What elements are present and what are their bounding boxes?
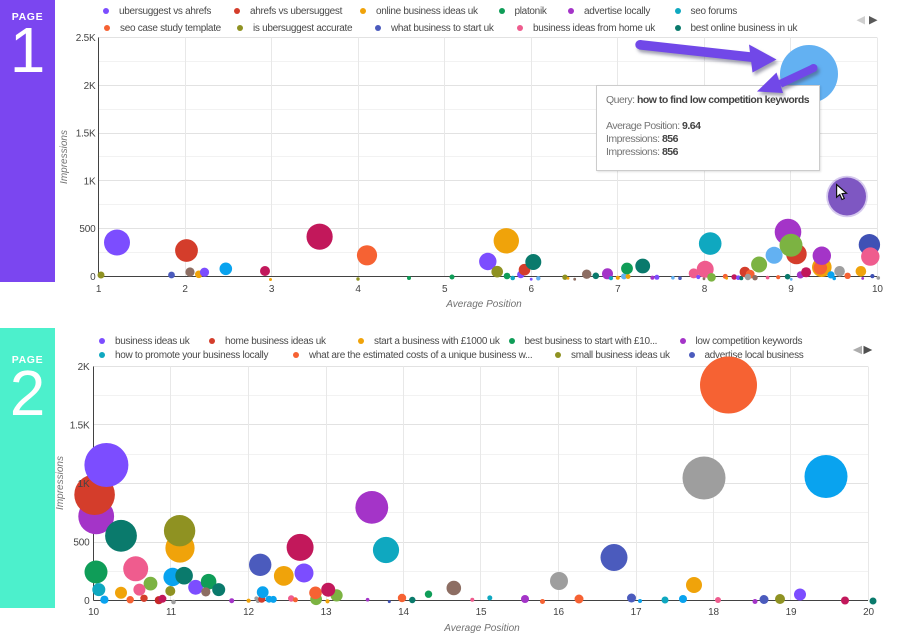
svg-text:20: 20 xyxy=(863,607,874,618)
svg-text:2.5K: 2.5K xyxy=(76,33,96,44)
svg-text:18: 18 xyxy=(708,607,719,618)
svg-text:14: 14 xyxy=(398,607,409,618)
svg-text:0: 0 xyxy=(84,596,90,607)
svg-text:11: 11 xyxy=(166,607,177,618)
svg-text:Impressions: Impressions xyxy=(55,456,66,510)
svg-text:5: 5 xyxy=(442,284,448,295)
svg-text:8: 8 xyxy=(702,284,708,295)
svg-text:3: 3 xyxy=(269,284,275,295)
svg-text:1.5K: 1.5K xyxy=(70,421,90,432)
svg-text:10: 10 xyxy=(872,284,883,295)
svg-text:2: 2 xyxy=(182,284,188,295)
svg-text:12: 12 xyxy=(243,607,254,618)
svg-text:15: 15 xyxy=(476,607,487,618)
svg-text:16: 16 xyxy=(553,607,564,618)
svg-text:2K: 2K xyxy=(84,81,96,92)
svg-text:1.5K: 1.5K xyxy=(76,129,96,140)
svg-text:7: 7 xyxy=(615,284,621,295)
svg-text:Average Position: Average Position xyxy=(445,299,522,310)
svg-text:500: 500 xyxy=(79,224,96,235)
svg-text:19: 19 xyxy=(786,607,797,618)
svg-text:1K: 1K xyxy=(78,479,90,490)
svg-text:4: 4 xyxy=(355,284,361,295)
svg-text:Average Position: Average Position xyxy=(443,623,520,634)
svg-text:1: 1 xyxy=(96,284,102,295)
svg-text:500: 500 xyxy=(73,538,90,549)
svg-text:9: 9 xyxy=(788,284,794,295)
svg-text:6: 6 xyxy=(529,284,535,295)
svg-text:13: 13 xyxy=(321,607,332,618)
svg-text:2K: 2K xyxy=(78,362,90,373)
svg-text:17: 17 xyxy=(631,607,642,618)
svg-text:1K: 1K xyxy=(84,176,96,187)
svg-text:10: 10 xyxy=(88,607,99,618)
svg-text:0: 0 xyxy=(90,272,96,283)
svg-text:Impressions: Impressions xyxy=(59,130,70,184)
